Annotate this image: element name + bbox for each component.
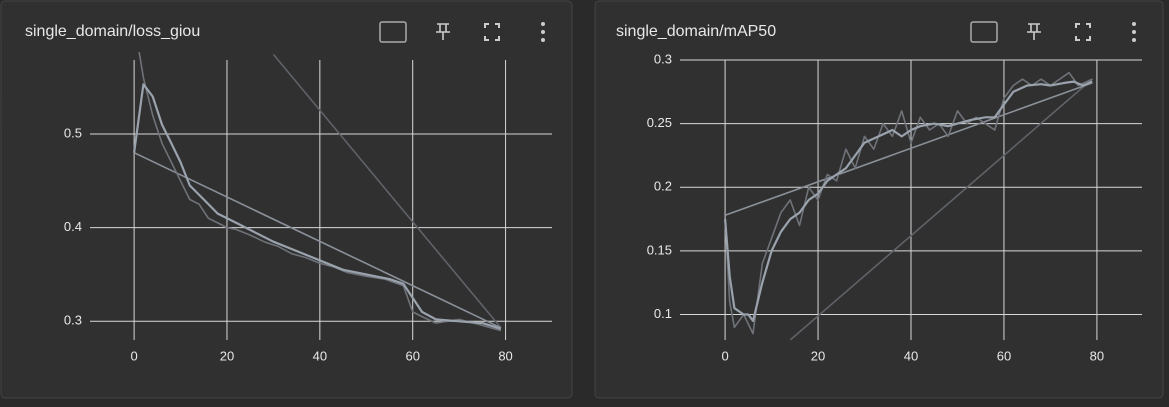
- x-tick-label: 20: [220, 348, 234, 363]
- series-line: [138, 52, 502, 332]
- card-bg: [594, 0, 1164, 399]
- more-menu-button[interactable]: [1132, 30, 1136, 34]
- x-tick-label: 60: [405, 348, 419, 363]
- series-line: [724, 80, 1093, 322]
- y-tick-label: 0.3: [654, 51, 672, 66]
- more-menu-button[interactable]: [541, 30, 545, 34]
- more-menu-button[interactable]: [541, 22, 545, 26]
- card: [594, 0, 1164, 399]
- fit-domain-button[interactable]: [970, 21, 998, 43]
- x-tick-label: 40: [313, 348, 327, 363]
- x-tick-label: 40: [904, 348, 918, 363]
- series-line: [724, 82, 1093, 217]
- x-tick-label: 0: [721, 348, 728, 363]
- more-menu-button[interactable]: [541, 38, 545, 42]
- x-tick-label: 60: [997, 348, 1011, 363]
- series-line: [724, 71, 1093, 335]
- card: [0, 0, 573, 399]
- fullscreen-button[interactable]: [1075, 23, 1091, 41]
- x-tick-label: 20: [811, 348, 825, 363]
- x-tick-label: 80: [1090, 348, 1104, 363]
- x-tick-label: 80: [498, 348, 512, 363]
- fullscreen-button[interactable]: [484, 23, 500, 41]
- y-tick-label: 0.4: [64, 219, 82, 234]
- pin-button[interactable]: [1027, 23, 1041, 40]
- chart-title: single_domain/loss_giou: [25, 23, 200, 40]
- fit-domain-button[interactable]: [379, 21, 407, 43]
- series-line: [789, 78, 1093, 340]
- y-tick-label: 0.2: [654, 179, 672, 194]
- chart: single_domain/mAP50 0 20 40 60 80 0.1 0.15 0.2 0.…: [616, 23, 1142, 363]
- y-tick-label: 0.5: [64, 125, 82, 140]
- y-tick-label: 0.3: [64, 313, 82, 328]
- chart: single_domain/loss_giou 0 20 40 60 80 0.3 0.4 0.…: [25, 23, 552, 363]
- more-menu-button[interactable]: [1132, 22, 1136, 26]
- pin-button[interactable]: [436, 23, 450, 40]
- card-bg: [0, 0, 573, 399]
- x-tick-label: 0: [130, 348, 137, 363]
- series-line: [133, 151, 502, 329]
- toolbar: [379, 21, 1136, 43]
- series-line: [133, 83, 502, 330]
- y-tick-label: 0.25: [647, 115, 672, 130]
- y-tick-label: 0.1: [654, 306, 672, 321]
- more-menu-button[interactable]: [1132, 38, 1136, 42]
- series-line: [272, 53, 502, 329]
- chart-title: single_domain/mAP50: [616, 23, 776, 40]
- y-tick-label: 0.15: [647, 242, 672, 257]
